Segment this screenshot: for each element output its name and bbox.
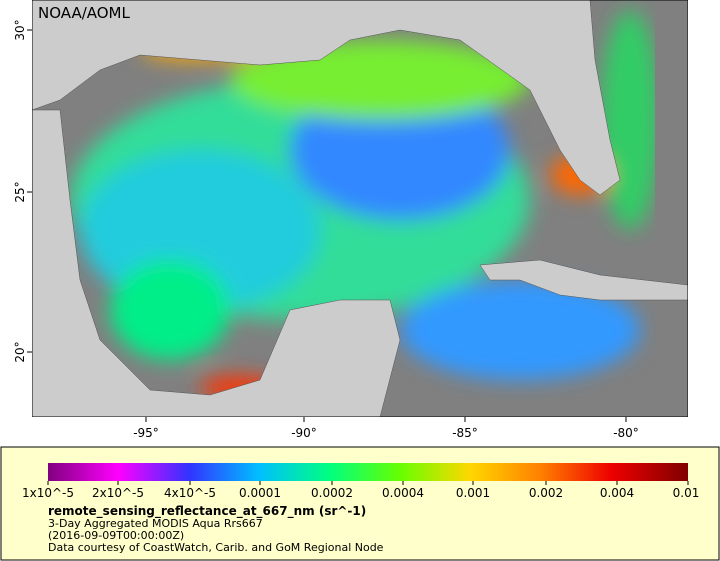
land-us bbox=[32, 0, 621, 196]
legend-line: Data courtesy of CoastWatch, Carib. and … bbox=[48, 541, 384, 554]
colorbar-label: 0.001 bbox=[456, 486, 490, 500]
data-patch bbox=[400, 280, 640, 380]
lon-label: -80° bbox=[613, 426, 639, 440]
no-data-strip bbox=[655, 0, 688, 417]
colorbar-label: 0.0004 bbox=[382, 486, 424, 500]
colorbar-ticks: 1x10^-5 2x10^-5 4x10^-5 0.0001 0.0002 0.0004 0… bbox=[22, 481, 699, 500]
colorbar-label: 1x10^-5 bbox=[22, 486, 74, 500]
data-patch bbox=[110, 260, 230, 360]
data-patch bbox=[600, 10, 660, 230]
legend-line: 3-Day Aggregated MODIS Aqua Rrs667 bbox=[48, 517, 263, 530]
map: NOAA/AOML bbox=[32, 0, 688, 417]
colorbar-label: 0.0001 bbox=[239, 486, 281, 500]
land-mexico bbox=[32, 109, 401, 417]
lon-label: -85° bbox=[452, 426, 478, 440]
colorbar-label: 0.01 bbox=[673, 486, 700, 500]
lon-label: -90° bbox=[291, 426, 317, 440]
lat-label: 30° bbox=[13, 19, 27, 40]
lat-label: 25° bbox=[13, 181, 27, 202]
colorbar-label: 0.004 bbox=[600, 486, 634, 500]
lat-label: 20° bbox=[13, 341, 27, 362]
lon-label: -95° bbox=[133, 426, 159, 440]
legend-title: remote_sensing_reflectance_at_667_nm (sr… bbox=[48, 504, 366, 519]
colorbar-label: 2x10^-5 bbox=[92, 486, 144, 500]
colorbar-label: 4x10^-5 bbox=[164, 486, 216, 500]
legend-line: (2016-09-09T00:00:00Z) bbox=[48, 529, 184, 542]
land-cuba bbox=[479, 259, 688, 301]
watermark: NOAA/AOML bbox=[38, 4, 131, 22]
colorbar-label: 0.002 bbox=[529, 486, 563, 500]
colorbar-label: 0.0002 bbox=[311, 486, 353, 500]
axes: 30° 25° 20° -95° -90° -85° -80° bbox=[13, 19, 639, 440]
colorbar bbox=[48, 463, 688, 481]
